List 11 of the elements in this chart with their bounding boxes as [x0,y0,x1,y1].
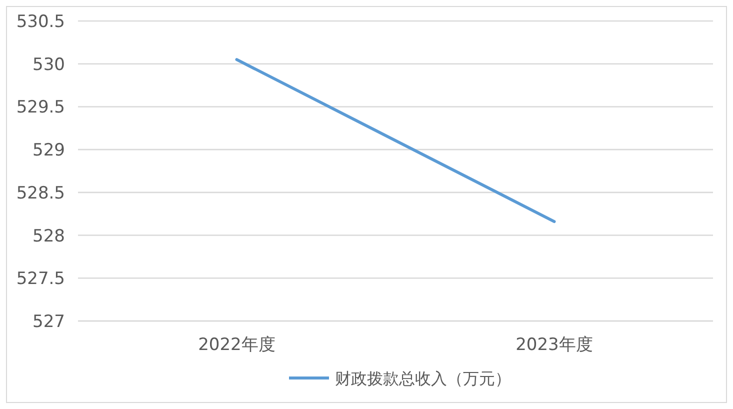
legend-label: 财政拨款总收入（万元） [335,369,511,388]
y-tick-label: 527 [32,312,65,332]
y-tick-label: 529.5 [16,98,65,118]
y-tick-label: 530.5 [16,12,65,32]
x-tick-label: 2022年度 [198,335,276,355]
y-tick-label: 529 [32,140,65,161]
x-tick-label: 2023年度 [516,335,593,355]
y-tick-label: 528 [32,226,65,246]
y-tick-label: 528.5 [16,183,65,204]
y-tick-label: 527.5 [16,269,65,290]
y-tick-label: 530 [32,54,65,75]
